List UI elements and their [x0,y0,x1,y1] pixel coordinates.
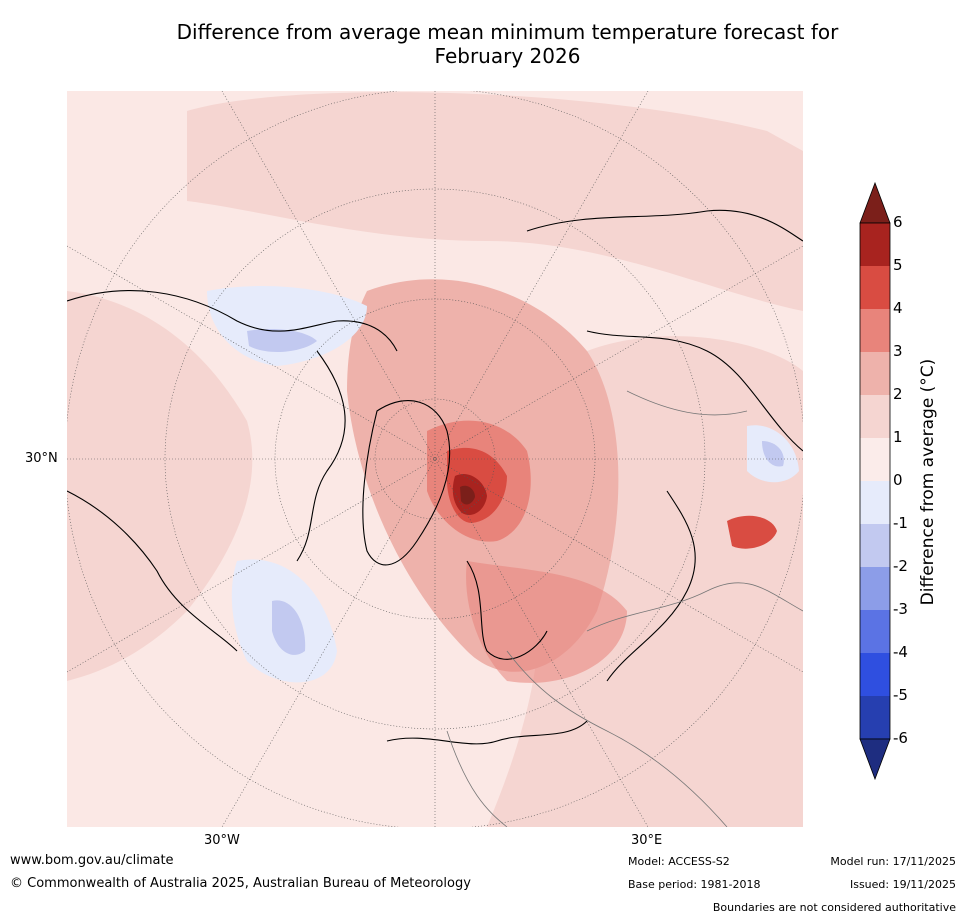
map-title-line1: Difference from average mean minimum tem… [176,20,839,44]
colorbar-segment [860,481,890,524]
model-text: Model: ACCESS-S2 [628,855,730,868]
issued-text: Issued: 19/11/2025 [849,878,956,891]
anomaly-region-1to2-west [67,291,253,681]
anomaly-region-cool-alaska-core [247,329,317,353]
colorbar-segment [860,696,890,739]
latitude-label-30n: 30°N [25,451,58,466]
colorbar-tick-label: -4 [893,643,908,661]
colorbar-tick-label: 0 [893,471,903,489]
website-link[interactable]: www.bom.gov.au/climate [10,853,174,868]
copyright-text: © Commonwealth of Australia 2025, Austra… [10,876,471,891]
colorbar-segment [860,395,890,438]
colorbar-tick-label: 2 [893,385,903,403]
forecast-map [67,91,803,827]
colorbar-tick-label: -3 [893,600,908,618]
colorbar-segment [860,352,890,395]
anomaly-region-cool-alaska [207,286,367,366]
anomaly-region-1to2-north [187,92,803,311]
colorbar-extend-high [859,181,891,224]
country-borders [446,390,803,827]
colorbar-segment [860,524,890,567]
colorbar-tick-label: -1 [893,514,908,532]
colorbar [859,181,891,781]
colorbar-segment [860,610,890,653]
longitude-label-30w: 30°W [204,833,240,848]
colorbar-tick-label: 5 [893,256,903,274]
graticule [67,91,803,827]
anomaly-region-east-hotspot [727,515,777,549]
colorbar-title: Difference from average (°C) [918,358,938,606]
colorbar-tick-label: -6 [893,729,908,747]
anomaly-region-2to3-europe [466,561,627,683]
colorbar-segment [860,223,890,266]
colorbar-tick-label: 4 [893,299,903,317]
colorbar-tick-label: 3 [893,342,903,360]
coastlines [67,209,803,745]
model-run-text: Model run: 17/11/2025 [830,855,956,868]
disclaimer-text: Boundaries are not considered authoritat… [712,901,956,914]
colorbar-extend-low [859,738,891,781]
colorbar-segment [860,653,890,696]
map-title-line2: February 2026 [434,44,581,68]
colorbar-tick-label: 6 [893,213,903,231]
map-title: Difference from average mean minimum tem… [0,20,965,68]
anomaly-region-over6 [460,485,475,505]
anomaly-region-cool-asia-core [762,441,784,467]
colorbar-segment [860,567,890,610]
colorbar-tick-label: -5 [893,686,908,704]
colorbar-segment [860,438,890,481]
colorbar-segment [860,309,890,352]
colorbar-tick-label: -2 [893,557,908,575]
colorbar-segment [860,266,890,309]
anomaly-region-cool-atlantic-core [272,600,306,655]
longitude-label-30e: 30°E [631,833,663,848]
colorbar-tick-label: 1 [893,428,903,446]
base-period-text: Base period: 1981-2018 [628,878,761,891]
